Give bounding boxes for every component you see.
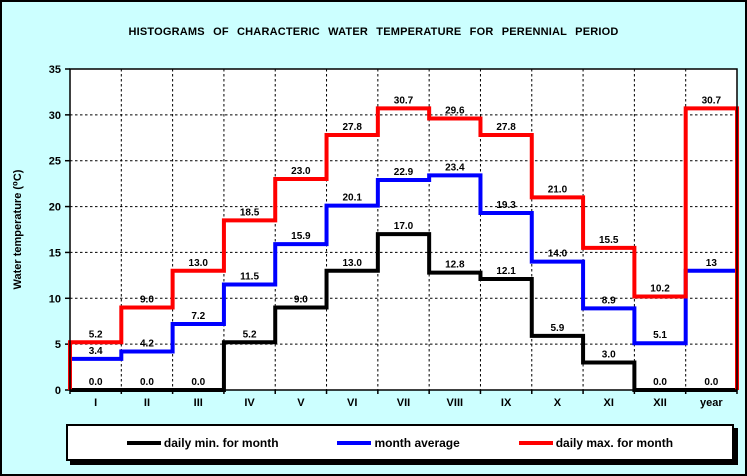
data-label: 0.0 — [704, 377, 718, 388]
x-tick-label: II — [144, 397, 150, 409]
x-tick-label: XI — [604, 397, 614, 409]
x-tick-label: I — [94, 397, 97, 409]
data-label: 20.1 — [342, 193, 362, 204]
y-tick-label: 5 — [55, 339, 61, 351]
x-tick-label: V — [297, 397, 305, 409]
legend-label-month-average: month average — [374, 435, 460, 450]
data-label: 13.0 — [189, 258, 209, 269]
data-label: 0.0 — [653, 377, 667, 388]
x-tick-label: VII — [397, 397, 410, 409]
y-tick-label: 10 — [49, 293, 61, 305]
data-label: 0.0 — [89, 377, 103, 388]
data-label: 5.9 — [550, 323, 564, 334]
data-label: 5.2 — [89, 329, 103, 340]
legend-label-daily-max: daily max. for month — [555, 435, 674, 450]
data-label: 15.5 — [599, 235, 619, 246]
data-label: 29.6 — [445, 106, 465, 117]
data-label: 5.1 — [653, 330, 667, 341]
data-label: 22.9 — [394, 167, 414, 178]
data-label: 15.9 — [291, 231, 311, 242]
series-line-daily-max-for-month — [68, 106, 739, 390]
data-label: 13.0 — [342, 258, 362, 269]
data-label: 12.1 — [496, 266, 516, 277]
legend-item-month-average: month average — [337, 435, 460, 450]
data-label: 0.0 — [140, 377, 154, 388]
data-label: 3.4 — [89, 346, 103, 357]
x-tick-label: IV — [244, 397, 255, 409]
legend-label-daily-min: daily min. for month — [163, 435, 279, 450]
data-label: 3.0 — [602, 349, 616, 360]
blue-line-swatch-icon — [337, 440, 372, 445]
data-label: 23.4 — [445, 162, 465, 173]
chart-title: HISTOGRAMS OF CHARACTERIC WATER TEMPERAT… — [128, 26, 619, 38]
series-line-daily-min-for-month — [70, 232, 737, 392]
data-label: 5.2 — [243, 329, 257, 340]
x-tick-label: X — [554, 397, 562, 409]
x-tick-label: year — [700, 397, 723, 409]
x-tick-label: VIII — [447, 397, 464, 409]
red-line-swatch-icon — [518, 440, 553, 445]
series-line-month-average — [68, 173, 737, 390]
y-tick-label: 25 — [49, 156, 61, 168]
y-tick-label: 0 — [55, 385, 61, 397]
data-label: 9.0 — [140, 294, 154, 305]
y-tick-label: 20 — [49, 202, 61, 214]
black-line-swatch-icon — [126, 440, 161, 445]
data-label: 27.8 — [496, 122, 516, 133]
legend-item-daily-max: daily max. for month — [518, 435, 674, 450]
data-label: 8.9 — [602, 295, 616, 306]
data-label: 11.5 — [240, 272, 259, 283]
data-label: 30.7 — [702, 95, 722, 106]
data-label: 9.0 — [294, 294, 308, 305]
data-label: 27.8 — [342, 122, 362, 133]
legend-item-daily-min: daily min. for month — [126, 435, 279, 450]
y-tick-label: 15 — [49, 247, 61, 259]
data-label: 4.2 — [140, 338, 154, 349]
data-label: 0.0 — [191, 377, 205, 388]
data-label: 30.7 — [394, 95, 414, 106]
data-label: 12.8 — [445, 260, 465, 271]
data-label: 14.0 — [548, 249, 568, 260]
x-tick-label: IX — [501, 397, 512, 409]
data-label: 21.0 — [548, 184, 568, 195]
data-label: 23.0 — [291, 166, 311, 177]
data-label: 10.2 — [650, 283, 670, 294]
data-label: 7.2 — [191, 311, 205, 322]
data-label: 18.5 — [240, 207, 260, 218]
data-label: 13 — [706, 258, 718, 269]
plot-frame — [69, 68, 738, 391]
data-label: 17.0 — [394, 221, 414, 232]
y-tick-label: 30 — [49, 110, 61, 122]
legend: daily min. for month month average daily… — [66, 424, 734, 461]
x-tick-label: XII — [653, 397, 666, 409]
x-tick-label: III — [194, 397, 203, 409]
x-tick-label: VI — [347, 397, 357, 409]
y-tick-label: 35 — [49, 64, 61, 76]
data-label: 19.3 — [496, 200, 516, 211]
y-axis-title: Water temperature (⁰C) — [12, 169, 24, 289]
plot-background — [70, 69, 737, 390]
